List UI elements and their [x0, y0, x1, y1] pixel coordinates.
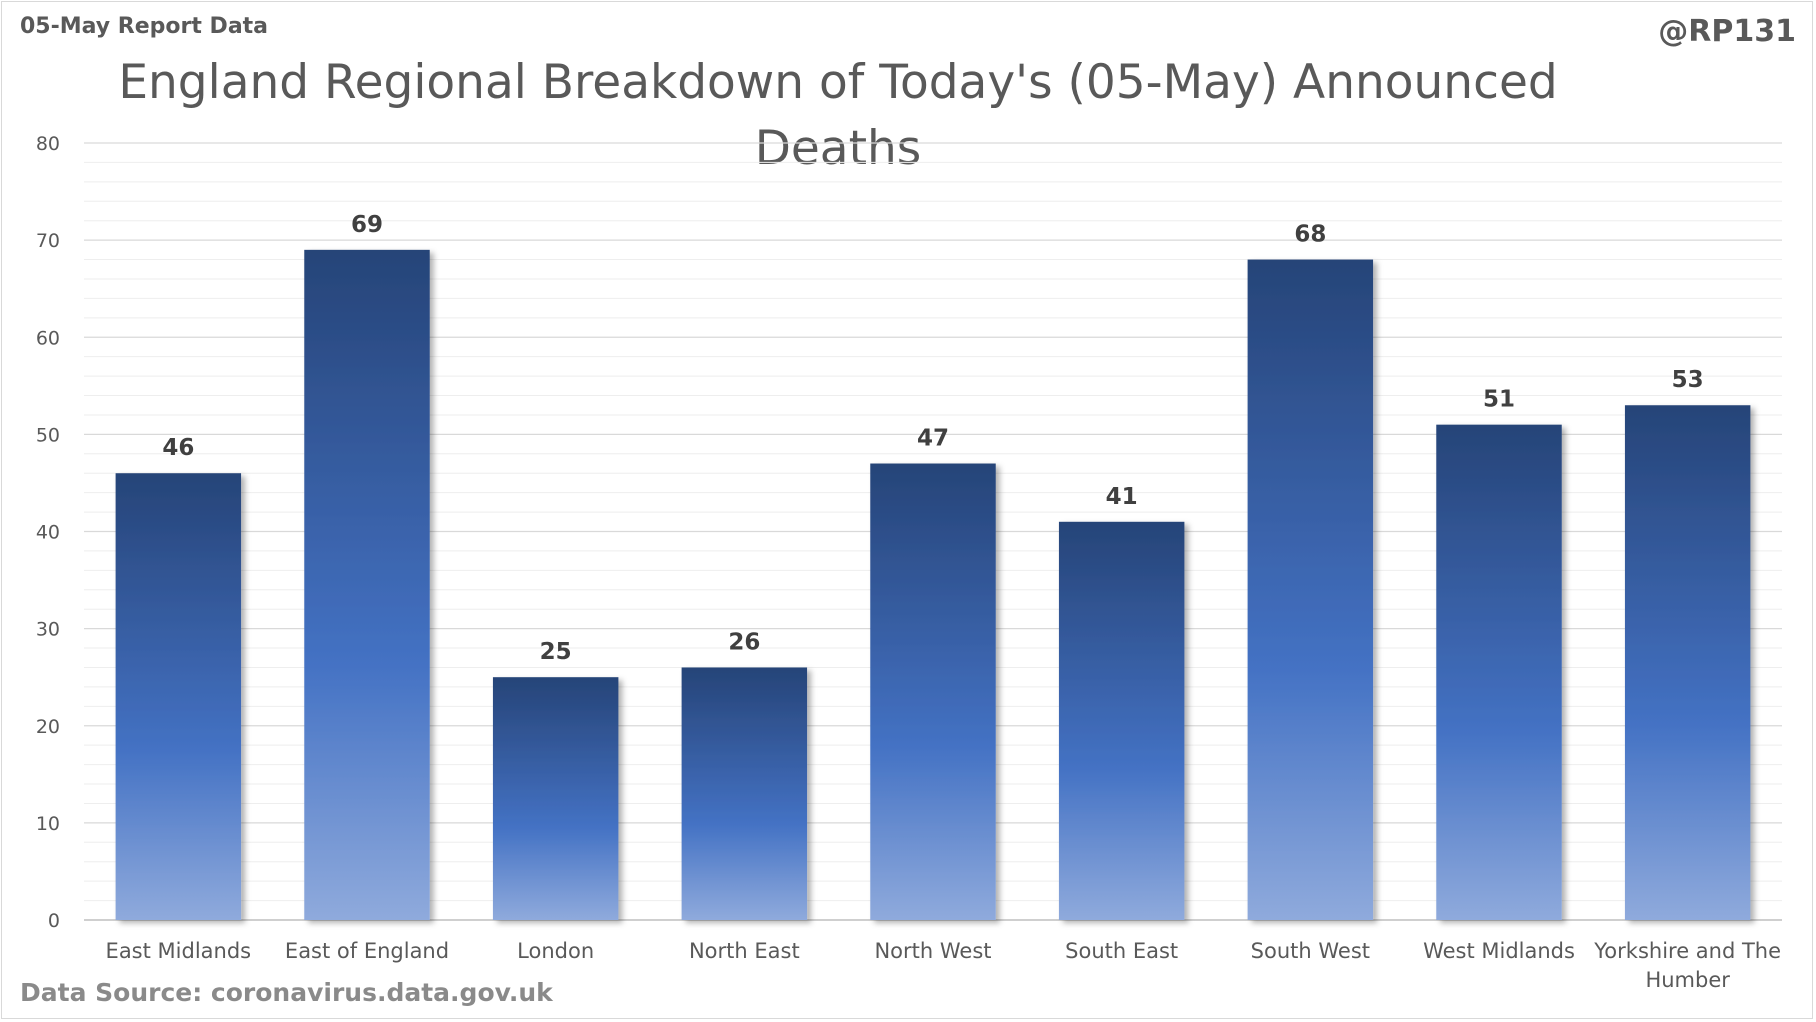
- bar: [115, 473, 242, 920]
- data-label: 47: [917, 426, 949, 452]
- data-label: 26: [728, 629, 760, 655]
- bar: [492, 677, 619, 920]
- chart-title: England Regional Breakdown of Today's (0…: [80, 50, 1596, 182]
- bar: [870, 463, 996, 920]
- data-labels: 46 69 25 26 47 41 68 51 53: [162, 212, 1703, 665]
- x-tick-label: West Midlands: [1423, 939, 1575, 963]
- y-tick-label: 40: [36, 522, 60, 544]
- x-tick-label: South West: [1251, 939, 1370, 963]
- x-tick-label: East of England: [285, 939, 449, 963]
- y-tick-label: 20: [36, 716, 60, 738]
- data-label: 51: [1483, 387, 1515, 413]
- bar: [1247, 259, 1374, 920]
- y-tick-label: 10: [36, 813, 60, 835]
- data-label: 46: [162, 435, 194, 461]
- x-tick-label: North East: [689, 939, 800, 963]
- y-tick-label: 60: [36, 327, 60, 349]
- author-handle: @RP131: [1658, 14, 1796, 49]
- bar: [304, 249, 430, 920]
- y-tick-label: 70: [36, 230, 60, 252]
- bar: [1436, 424, 1562, 920]
- bars: [115, 249, 1751, 920]
- chart-title-line-2: Deaths: [754, 121, 922, 176]
- data-label: 53: [1672, 367, 1704, 393]
- x-tick-label: London: [517, 939, 594, 963]
- x-tick-label: Humber: [1645, 968, 1730, 992]
- x-tick-label: East Midlands: [106, 939, 252, 963]
- x-tick-label: North West: [874, 939, 991, 963]
- data-source-note: Data Source: coronavirus.data.gov.uk: [20, 978, 553, 1007]
- data-label: 69: [351, 212, 383, 238]
- bar: [681, 667, 808, 920]
- y-tick-label: 80: [36, 133, 60, 155]
- bar: [1624, 405, 1751, 920]
- y-tick-label: 0: [48, 910, 60, 932]
- y-tick-label: 50: [36, 424, 60, 446]
- x-tick-label: Yorkshire and The: [1593, 939, 1781, 963]
- y-tick-label: 30: [36, 619, 60, 641]
- x-axis-labels: East Midlands East of England London North …: [106, 939, 1782, 992]
- x-tick-label: South East: [1065, 939, 1178, 963]
- data-label: 68: [1294, 222, 1326, 248]
- report-date-label: 05-May Report Data: [20, 14, 269, 39]
- bar: [1058, 521, 1185, 920]
- chart-title-line-1: England Regional Breakdown of Today's (0…: [118, 55, 1558, 110]
- y-axis-ticks: 0 10 20 30 40 50 60 70 80: [36, 133, 60, 932]
- data-label: 41: [1106, 484, 1138, 510]
- data-label: 25: [540, 639, 572, 665]
